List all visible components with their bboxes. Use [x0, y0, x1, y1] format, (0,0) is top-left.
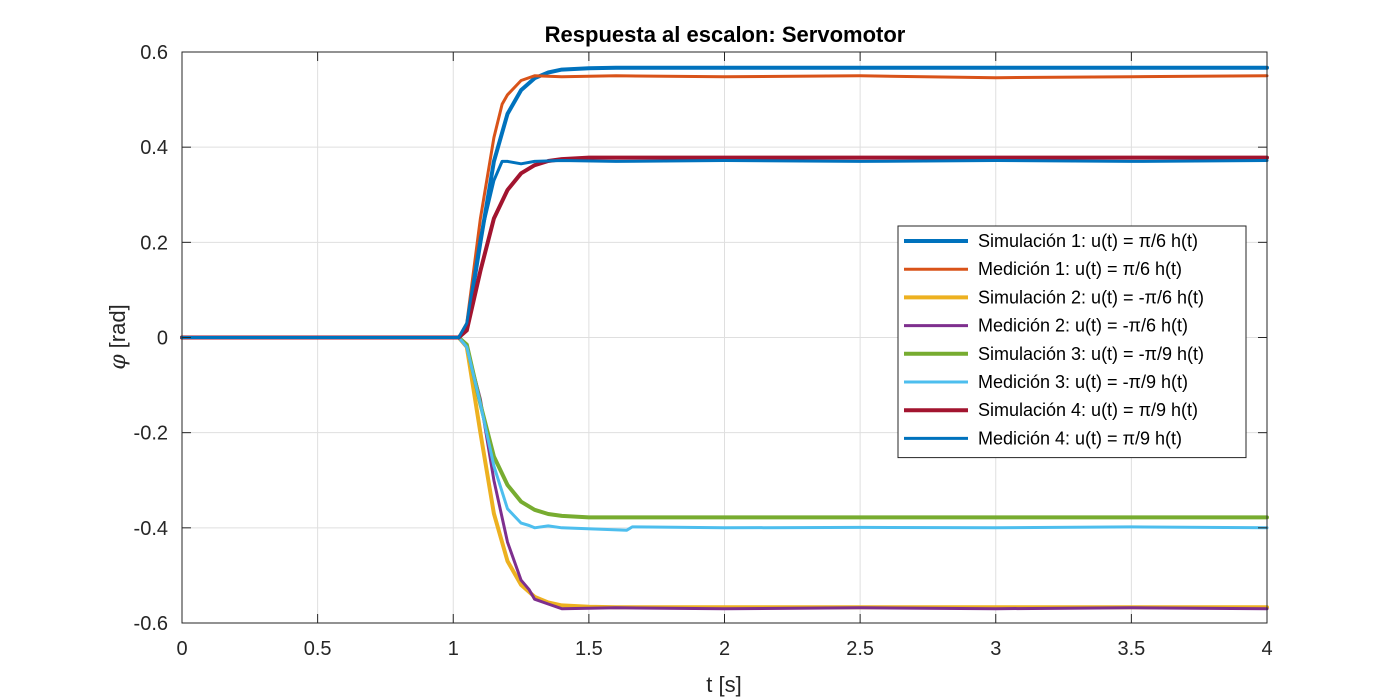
legend-entry: Simulación 3: u(t) = -π/9 h(t) — [978, 344, 1204, 364]
y-tick-label: -0.4 — [134, 518, 168, 540]
legend-entry: Medición 2: u(t) = -π/6 h(t) — [978, 316, 1188, 336]
x-tick-label: 1.5 — [575, 638, 603, 660]
series-line-7 — [180, 155, 1269, 340]
legend-entry: Simulación 1: u(t) = π/6 h(t) — [978, 231, 1198, 251]
x-tick-label: 2.5 — [846, 638, 874, 660]
y-axis-unit: [rad] — [105, 304, 130, 348]
legend: Simulación 1: u(t) = π/6 h(t) Medición 1:… — [897, 225, 1247, 459]
series-line-6 — [180, 336, 1269, 532]
series-line-8 — [180, 159, 1269, 339]
y-tick-label: 0.2 — [140, 232, 168, 254]
y-tick-label: 0.6 — [140, 42, 168, 64]
x-tick-label: 0.5 — [304, 638, 332, 660]
x-tick-label: 2 — [719, 638, 730, 660]
y-axis-label: φ [rad] — [105, 304, 131, 369]
legend-entry: Simulación 4: u(t) = π/9 h(t) — [978, 400, 1198, 420]
legend-entry: Medición 3: u(t) = -π/9 h(t) — [978, 372, 1188, 392]
x-tick-label: 0 — [176, 638, 187, 660]
legend-entry: Simulación 2: u(t) = -π/6 h(t) — [978, 287, 1204, 307]
legend-entry: Medición 1: u(t) = π/6 h(t) — [978, 259, 1182, 279]
y-tick-label: -0.2 — [134, 423, 168, 445]
y-tick-label: -0.6 — [134, 613, 168, 635]
ticks: 0 0.5 1 1.5 2 2.5 3 3.5 4 -0.6 -0.4 -0.2 0 0.2 0.4 0.6 — [134, 42, 1273, 660]
chart-title: Respuesta al escalon: Servomotor — [545, 22, 906, 47]
y-axis-symbol: φ — [106, 354, 131, 370]
x-tick-label: 3 — [990, 638, 1001, 660]
series-layer — [180, 65, 1269, 611]
legend-entry: Medición 4: u(t) = π/9 h(t) — [978, 428, 1182, 448]
legend-box — [897, 225, 1247, 459]
y-tick-label: 0.4 — [140, 137, 168, 159]
x-axis-label: t [s] — [706, 672, 741, 697]
x-tick-label: 1 — [448, 638, 459, 660]
y-tick-label: 0 — [157, 328, 168, 350]
x-tick-label: 3.5 — [1117, 638, 1145, 660]
x-tick-label: 4 — [1261, 638, 1272, 660]
